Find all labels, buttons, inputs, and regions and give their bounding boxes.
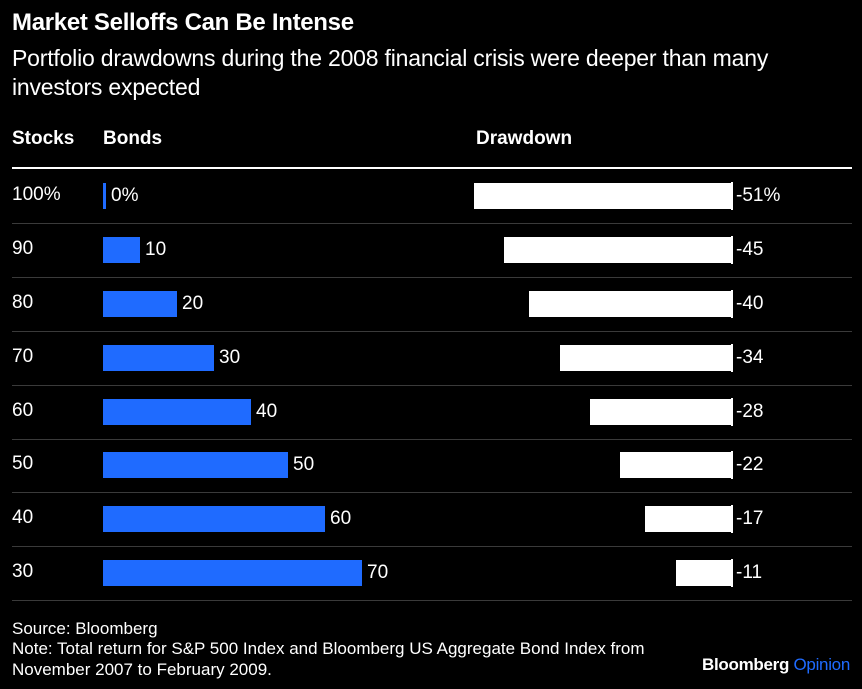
- chart-title: Market Selloffs Can Be Intense: [12, 9, 354, 36]
- drawdown-value-label: -11: [736, 562, 763, 584]
- bond-bar: [103, 290, 177, 317]
- bond-value-label: 70: [367, 562, 389, 584]
- drawdown-axis-tick: [731, 289, 733, 318]
- drawdown-bar: [559, 344, 731, 371]
- bond-bar: [103, 236, 140, 263]
- brand-name: Bloomberg: [702, 655, 790, 674]
- row-divider: [12, 546, 852, 548]
- drawdown-axis-tick: [731, 397, 733, 426]
- footnote: Note: Total return for S&P 500 Index and…: [12, 639, 645, 679]
- drawdown-value-label: -51%: [736, 184, 781, 206]
- drawdown-axis-tick: [731, 505, 733, 534]
- drawdown-bar: [620, 452, 731, 479]
- drawdown-value-label: -28: [736, 400, 764, 422]
- drawdown-bar: [675, 560, 731, 587]
- row-divider: [12, 276, 852, 278]
- row-divider: [12, 222, 852, 224]
- drawdown-bar: [589, 398, 731, 425]
- bond-value-label: 0%: [111, 184, 139, 206]
- drawdown-value-label: -17: [736, 508, 764, 530]
- stock-label: 100%: [12, 183, 61, 205]
- bond-value-label: 30: [219, 346, 241, 368]
- column-header-bonds: Bonds: [103, 128, 163, 149]
- drawdown-value-label: -22: [736, 454, 764, 476]
- column-header-drawdown: Drawdown: [476, 128, 573, 149]
- drawdown-bar: [504, 236, 731, 263]
- bond-value-label: 50: [293, 454, 315, 476]
- drawdown-axis-tick: [731, 343, 733, 372]
- stock-label: 70: [12, 345, 34, 367]
- drawdown-axis-tick: [731, 559, 733, 588]
- row-divider: [12, 384, 852, 386]
- stock-label: 80: [12, 291, 34, 313]
- stock-label: 40: [12, 507, 34, 529]
- drawdown-axis-tick: [731, 235, 733, 264]
- bond-bar: [103, 560, 362, 587]
- drawdown-value-label: -45: [736, 238, 764, 260]
- brand-opinion: Opinion: [793, 655, 851, 674]
- drawdown-value-label: -40: [736, 292, 764, 314]
- column-header-stocks: Stocks: [12, 128, 75, 149]
- drawdown-axis-tick: [731, 181, 733, 210]
- brand-logo: Bloomberg Opinion: [702, 655, 850, 675]
- chart-subtitle: Portfolio drawdowns during the 2008 fina…: [12, 45, 769, 100]
- drawdown-bar: [645, 506, 731, 533]
- row-divider: [12, 492, 852, 494]
- drawdown-bar: [473, 182, 731, 209]
- bond-bar: [103, 398, 251, 425]
- bond-bar: [103, 182, 106, 209]
- header-rule: [12, 167, 852, 169]
- bond-value-label: 60: [330, 508, 352, 530]
- stock-label: 30: [12, 561, 34, 583]
- stock-label: 60: [12, 399, 34, 421]
- source-note: Source: Bloomberg: [12, 619, 158, 638]
- row-divider: [12, 600, 852, 602]
- drawdown-bar: [529, 290, 731, 317]
- bond-value-label: 10: [145, 238, 167, 260]
- row-divider: [12, 330, 852, 332]
- bond-value-label: 20: [182, 292, 204, 314]
- drawdown-value-label: -34: [736, 346, 764, 368]
- row-divider: [12, 438, 852, 440]
- stock-label: 90: [12, 237, 34, 259]
- bond-bar: [103, 506, 325, 533]
- bond-value-label: 40: [256, 400, 278, 422]
- drawdown-axis-tick: [731, 451, 733, 480]
- stock-label: 50: [12, 453, 34, 475]
- bond-bar: [103, 344, 214, 371]
- bond-bar: [103, 452, 288, 479]
